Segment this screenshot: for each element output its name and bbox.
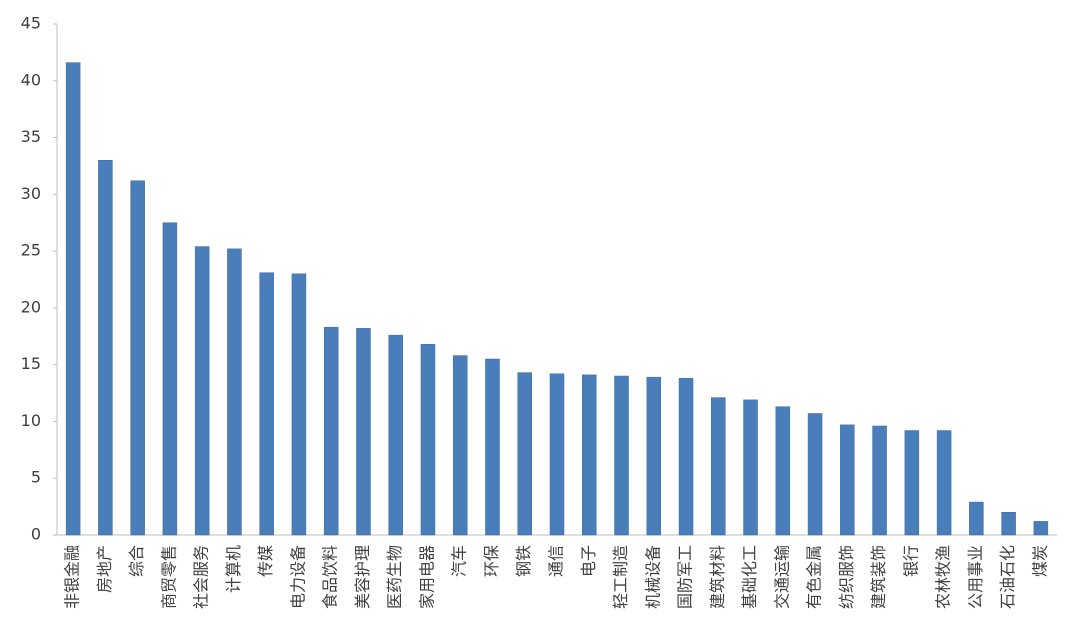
x-tick-label: 美容护理	[353, 545, 372, 609]
x-tick-label: 食品饮料	[321, 545, 340, 609]
bar	[904, 430, 920, 536]
bar	[323, 326, 339, 536]
x-tick-label: 传媒	[256, 545, 275, 577]
x-tick-label: 钢铁	[514, 545, 533, 577]
bar	[388, 334, 403, 536]
y-tick-label: 30	[21, 184, 41, 203]
bar	[711, 397, 726, 536]
x-tick-label: 银行	[901, 545, 920, 577]
bar	[775, 406, 791, 536]
bar	[194, 246, 210, 536]
x-tick-label: 交通运输	[772, 545, 791, 609]
x-tick-label: 煤炭	[1030, 545, 1049, 577]
y-tick-label: 15	[21, 354, 41, 373]
bar	[259, 272, 274, 536]
bar	[130, 180, 145, 536]
y-tick-label: 40	[21, 70, 41, 89]
bar	[65, 62, 81, 536]
y-tick-label: 25	[21, 241, 41, 260]
bar	[646, 376, 662, 536]
x-tick-label: 电力设备	[288, 545, 307, 609]
bar	[98, 160, 113, 536]
y-tick-label: 45	[21, 14, 41, 33]
x-tick-label: 医药生物	[385, 545, 404, 609]
bar	[872, 425, 887, 536]
y-tick-label: 20	[21, 297, 41, 316]
x-tick-label: 电子	[579, 545, 598, 577]
x-tick-label: 通信	[547, 545, 566, 577]
bar	[936, 430, 952, 536]
x-tick-label: 有色金属	[805, 545, 824, 609]
x-tick-label: 建筑材料	[708, 545, 727, 609]
x-tick-label: 石油石化	[998, 545, 1017, 609]
bar	[840, 424, 855, 536]
y-tick-label: 0	[31, 525, 41, 544]
x-tick-label: 房地产	[95, 545, 114, 593]
x-tick-label: 公用事业	[966, 545, 985, 609]
x-tick-label: 轻工制造	[611, 545, 630, 609]
bar	[452, 355, 468, 536]
bar	[743, 399, 758, 536]
bar	[614, 375, 629, 536]
bar	[1033, 521, 1049, 536]
bar	[1001, 512, 1016, 536]
x-tick-label: 社会服务	[192, 545, 211, 609]
x-tick-label: 环保	[482, 545, 501, 577]
x-tick-label: 国防军工	[676, 545, 695, 609]
x-tick-label: 农林牧渔	[934, 545, 953, 609]
bar	[485, 358, 500, 536]
bar	[807, 413, 823, 536]
x-tick-label: 非银金融	[63, 545, 82, 609]
bar	[517, 372, 532, 536]
x-tick-label: 纺织服饰	[837, 545, 856, 609]
x-tick-label: 商贸零售	[159, 545, 178, 609]
bar	[678, 378, 694, 536]
x-tick-label: 汽车	[450, 545, 469, 577]
x-tick-label: 计算机	[224, 545, 243, 593]
bar	[162, 222, 178, 536]
y-tick-label: 5	[31, 468, 41, 487]
bar	[582, 374, 597, 536]
bar	[227, 248, 242, 536]
bar	[969, 501, 984, 536]
x-tick-label: 机械设备	[643, 545, 662, 609]
bar	[549, 373, 565, 536]
x-tick-label: 建筑装饰	[869, 545, 888, 609]
x-tick-label: 基础化工	[740, 545, 759, 609]
bar	[291, 273, 307, 536]
y-tick-label: 35	[21, 127, 41, 146]
bar	[356, 328, 371, 536]
bar	[420, 343, 436, 536]
x-tick-label: 综合	[127, 545, 146, 577]
y-tick-label: 10	[21, 411, 41, 430]
x-tick-label: 家用电器	[417, 545, 436, 609]
